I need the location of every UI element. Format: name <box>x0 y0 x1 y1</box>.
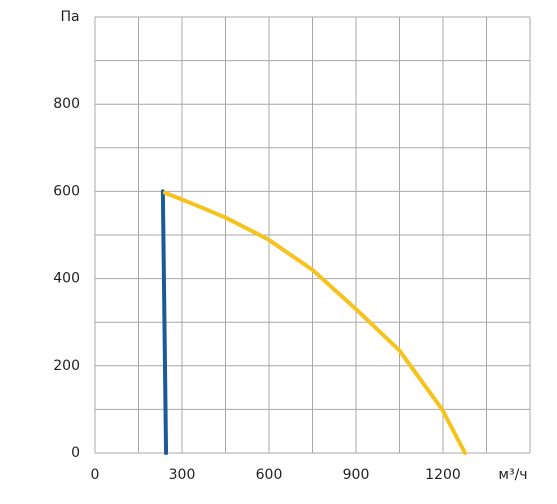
data-line <box>162 190 468 455</box>
x-tick-label: 900 <box>343 467 370 483</box>
y-tick-label: 800 <box>53 96 80 112</box>
y-tick-label: 400 <box>53 271 80 287</box>
x-tick-label: 1200 <box>425 467 461 483</box>
x-tick-label: 600 <box>256 467 283 483</box>
x-tick-label: 300 <box>169 467 196 483</box>
data-line <box>160 189 169 455</box>
x-axis-label: м³/ч <box>498 467 527 483</box>
y-tick-label: 200 <box>53 358 80 374</box>
x-tick-label: 0 <box>91 467 100 483</box>
y-tick-label: 600 <box>53 183 80 199</box>
y-axis-label: Па <box>60 9 79 25</box>
y-tick-label: 0 <box>71 445 80 461</box>
